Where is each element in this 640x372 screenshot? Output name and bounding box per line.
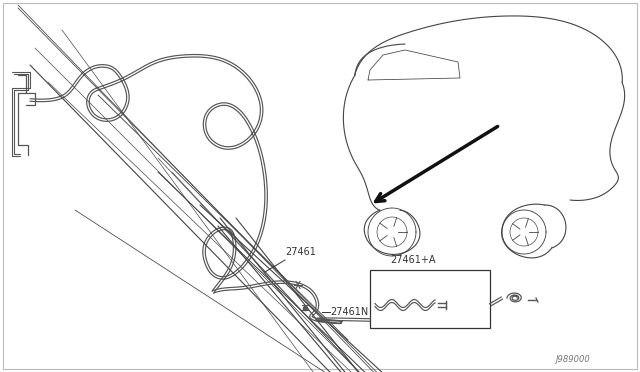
Text: J989000: J989000: [555, 355, 589, 364]
Text: 27461+A: 27461+A: [390, 255, 435, 265]
Text: 27461: 27461: [285, 247, 316, 257]
Text: 27461N: 27461N: [330, 307, 368, 317]
Bar: [370, 270, 490, 328]
